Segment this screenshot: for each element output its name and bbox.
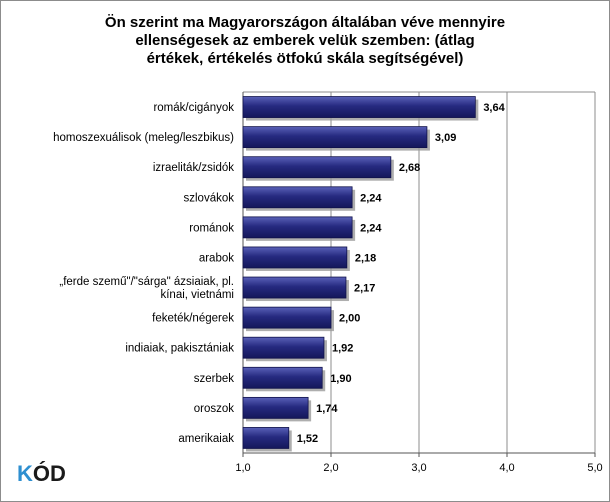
- value-label: 2,00: [339, 313, 360, 325]
- value-label: 2,24: [360, 192, 382, 204]
- x-tick-label: 5,0: [587, 462, 602, 474]
- bar: [242, 96, 476, 118]
- gridlines: [242, 91, 596, 454]
- category-label: románok: [189, 222, 234, 234]
- x-axis-ticks: 1,0 2,0 3,0 4,0 5,0: [235, 453, 603, 474]
- bar: [242, 366, 323, 389]
- category-label: feketék/négerek: [152, 313, 234, 325]
- value-label: 3,64: [483, 102, 505, 114]
- category-label: oroszok: [194, 403, 235, 415]
- value-label: 1,92: [332, 343, 353, 355]
- bar: [242, 246, 348, 269]
- category-label: arabok: [199, 252, 234, 264]
- category-labels: romák/cigányok homoszexuálisok (meleg/les…: [53, 102, 234, 445]
- chart-title-line: ellenségesek az emberek velük szemben: (…: [135, 32, 474, 49]
- category-label: homoszexuálisok (meleg/leszbikus): [53, 132, 234, 144]
- value-label: 2,24: [360, 222, 382, 234]
- category-label: amerikaiak: [178, 433, 234, 445]
- category-label: kínai, vietnámi: [160, 289, 234, 301]
- x-tick-label: 3,0: [411, 462, 426, 474]
- bar: [242, 186, 353, 209]
- category-label: szerbek: [194, 373, 235, 385]
- value-label: 1,52: [297, 433, 318, 445]
- x-tick-label: 4,0: [499, 462, 514, 474]
- chart-title-line: Ön szerint ma Magyarországon általában v…: [105, 14, 505, 31]
- bars: [242, 96, 479, 452]
- value-label: 1,90: [330, 373, 351, 385]
- category-label: izraeliták/zsidók: [153, 162, 234, 174]
- value-label: 2,17: [354, 283, 375, 295]
- bar: [242, 336, 325, 359]
- logo-text: KÓD: [17, 461, 66, 486]
- value-label: 3,09: [435, 132, 456, 144]
- value-label: 2,68: [399, 162, 420, 174]
- category-label: „ferde szemű"/"sárga" ázsiaiak, pl.: [59, 276, 234, 288]
- chart-title: Ön szerint ma Magyarországon általában v…: [105, 14, 505, 67]
- category-label: szlovákok: [184, 192, 235, 204]
- bar: [242, 306, 332, 329]
- bar: [242, 156, 392, 179]
- bar: [242, 276, 347, 299]
- bar: [242, 396, 309, 419]
- category-label: romák/cigányok: [153, 102, 234, 114]
- value-label: 1,74: [316, 403, 338, 415]
- x-tick-label: 2,0: [323, 462, 338, 474]
- bar: [242, 126, 428, 149]
- value-label: 2,18: [355, 252, 376, 264]
- category-label: indiaiak, pakisztániak: [125, 343, 234, 355]
- bar: [242, 427, 290, 449]
- kod-logo: KÓD: [17, 461, 66, 486]
- bar: [242, 216, 353, 239]
- chart-title-line: értékek, értékelés ötfokú skála segítség…: [147, 50, 464, 67]
- value-labels: 3,64 3,09 2,68 2,24 2,24 2,18 2,17 2,00 1,92 1,90…: [297, 102, 506, 445]
- x-tick-label: 1,0: [235, 462, 250, 474]
